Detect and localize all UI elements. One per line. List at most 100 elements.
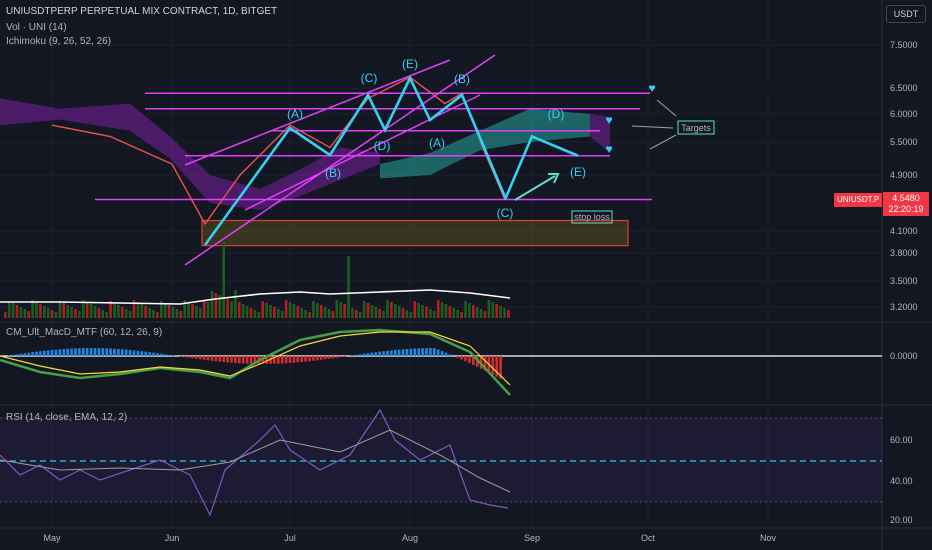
currency-button[interactable]: USDT: [886, 5, 926, 23]
macd-histogram-bar: [339, 356, 342, 358]
volume-bar: [31, 300, 34, 318]
volume-bar: [121, 307, 124, 318]
volume-bar: [401, 308, 405, 318]
macd-histogram-bar: [171, 355, 175, 356]
volume-bar: [366, 303, 370, 318]
volume-bar: [491, 302, 495, 318]
time-axis-label: Aug: [402, 533, 418, 543]
macd-histogram-bar: [214, 356, 218, 362]
volume-bar: [436, 300, 440, 318]
chart-title: UNIUSDTPERP PERPETUAL MIX CONTRACT, 1D, …: [6, 6, 278, 17]
volume-bar: [429, 309, 432, 318]
ichimoku-indicator-label[interactable]: Ichimoku (9, 26, 52, 26): [6, 36, 112, 47]
macd-histogram-bar: [152, 352, 155, 356]
macd-histogram-bar: [429, 348, 432, 356]
volume-bar: [312, 301, 315, 318]
time-axis-label: Jun: [165, 533, 180, 543]
volume-bar: [214, 293, 218, 318]
volume-bar: [288, 302, 292, 318]
volume-indicator-label[interactable]: Vol · UNI (14): [6, 22, 67, 33]
volume-bar: [175, 309, 179, 318]
macd-histogram-bar: [366, 353, 370, 356]
macd-histogram-bar: [117, 348, 120, 356]
volume-bar: [386, 300, 389, 318]
volume-bar: [11, 303, 15, 318]
volume-bar: [171, 307, 175, 318]
macd-histogram-bar: [97, 348, 101, 356]
macd-histogram-bar: [386, 350, 389, 356]
volume-bar: [117, 305, 120, 318]
macd-histogram-bar: [331, 356, 335, 359]
targets-label: Targets: [681, 123, 711, 133]
rsi-band: [0, 418, 882, 502]
volume-bar: [452, 308, 456, 318]
volume-bar: [113, 303, 116, 318]
ichimoku-cloud-bearish: [590, 114, 610, 153]
target-heart-icon: ♥: [605, 142, 612, 156]
target-pointer-arrow: [631, 125, 674, 129]
stop-loss-zone: [201, 219, 629, 247]
volume-bar: [413, 301, 417, 318]
macd-indicator-label[interactable]: CM_Ult_MacD_MTF (60, 12, 26, 9): [6, 327, 163, 338]
macd-histogram-bar: [495, 356, 498, 377]
wave-label: (B): [454, 72, 470, 86]
time-axis-label: Nov: [760, 533, 777, 543]
macd-histogram-bar: [195, 356, 198, 359]
macd-histogram-bar: [358, 354, 362, 356]
channel-line: [184, 59, 451, 166]
volume-bar: [58, 301, 62, 318]
volume-bar: [187, 302, 190, 318]
price-axis-label: 5.5000: [890, 137, 918, 147]
wave-label: (D): [374, 139, 391, 153]
macd-histogram-bar: [296, 356, 300, 363]
macd-histogram-bar: [109, 348, 112, 356]
macd-histogram-bar: [78, 348, 81, 356]
wave-label: (B): [325, 166, 341, 180]
volume-bar: [331, 311, 335, 318]
volume-bar: [417, 303, 420, 318]
macd-histogram-bar: [382, 351, 385, 356]
volume-bar: [390, 302, 393, 318]
ichimoku-cloud-bullish: [380, 108, 590, 179]
volume-bar: [82, 300, 85, 318]
volume-bar: [54, 312, 58, 318]
macd-histogram-bar: [269, 356, 272, 364]
macd-histogram-bar: [425, 348, 428, 356]
price-axis-label: 3.2000: [890, 302, 918, 312]
macd-histogram-bar: [206, 356, 210, 361]
volume-bar: [191, 304, 194, 318]
volume-bar: [199, 308, 202, 318]
wave-label: (A): [429, 136, 445, 150]
volume-bar: [144, 306, 147, 318]
macd-histogram-bar: [308, 356, 311, 362]
volume-bar: [351, 308, 354, 318]
macd-histogram-bar: [187, 356, 190, 358]
macd-histogram-bar: [472, 356, 475, 365]
volume-bar: [405, 310, 409, 318]
volume-bar: [257, 312, 261, 318]
macd-histogram-bar: [58, 349, 62, 356]
volume-bar: [323, 307, 327, 318]
macd-histogram-bar: [343, 356, 346, 357]
volume-bar: [218, 295, 222, 318]
volume-bar: [230, 301, 233, 318]
macd-histogram-bar: [89, 348, 93, 356]
rsi-indicator-label[interactable]: RSI (14, close, EMA, 12, 2): [6, 412, 128, 423]
volume-bar: [448, 306, 452, 318]
stop-loss-label: stop loss: [574, 212, 610, 222]
volume-bar: [472, 305, 475, 318]
volume-bar: [261, 301, 264, 318]
wave-label: (A): [287, 107, 303, 121]
macd-histogram-bar: [288, 356, 292, 364]
volume-bar: [507, 310, 510, 318]
time-axis-label: May: [43, 533, 61, 543]
volume-bar: [343, 304, 346, 318]
volume-bar: [483, 311, 487, 318]
volume-bar: [46, 308, 50, 318]
macd-histogram-bar: [316, 356, 319, 361]
volume-bar: [97, 308, 101, 318]
macd-histogram-bar: [191, 356, 194, 359]
macd-histogram-bar: [433, 348, 436, 356]
volume-bar: [105, 312, 108, 318]
target-pointer-arrow: [649, 134, 677, 150]
